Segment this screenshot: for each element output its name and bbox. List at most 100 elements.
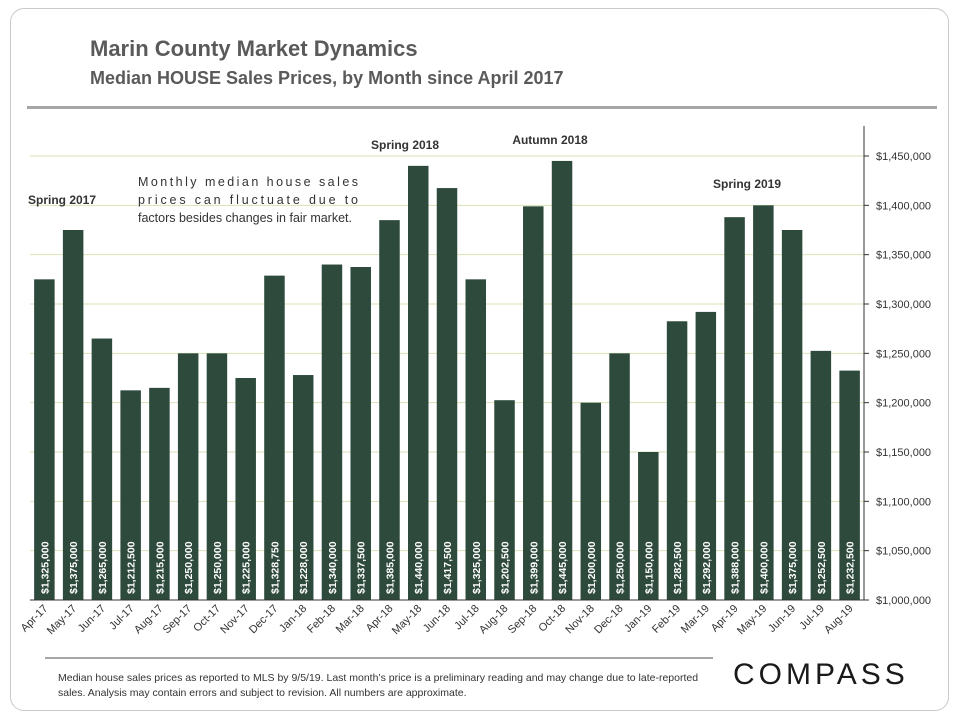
- x-tick-label: Jan-19: [622, 603, 654, 635]
- bar-data-label: $1,388,000: [730, 541, 742, 594]
- y-tick-label: $1,100,000: [876, 496, 931, 508]
- x-tick-label: Jun-18: [421, 603, 453, 635]
- season-annotation: Spring 2017: [28, 193, 96, 207]
- season-annotation: Spring 2019: [713, 177, 781, 191]
- bar: [177, 353, 199, 600]
- header-divider: [27, 106, 937, 109]
- bar-data-label: $1,445,000: [557, 541, 569, 594]
- x-tick-label: Nov-17: [218, 603, 252, 637]
- x-tick-label: Jun-17: [76, 603, 108, 635]
- chart-note: Monthly median house sales: [138, 175, 358, 189]
- bar-data-label: $1,252,500: [816, 541, 828, 594]
- bar-data-label: $1,202,500: [500, 541, 512, 594]
- y-tick-label: $1,200,000: [876, 398, 931, 410]
- bar: [753, 205, 774, 601]
- season-annotation: Spring 2018: [371, 138, 439, 152]
- season-annotation: Autumn 2018: [512, 133, 588, 147]
- bar: [695, 311, 717, 600]
- bar-data-label: $1,212,500: [126, 541, 138, 594]
- bar: [724, 217, 745, 600]
- bar-data-label: $1,440,000: [413, 541, 425, 594]
- x-tick-label: Feb-19: [650, 603, 683, 636]
- x-tick-label: Jan-18: [277, 603, 309, 635]
- bar: [350, 267, 371, 600]
- compass-logo: COMPASS: [733, 658, 909, 691]
- bar-data-label: $1,292,000: [701, 541, 713, 594]
- bar: [120, 390, 141, 600]
- y-tick-label: $1,300,000: [876, 299, 931, 311]
- bar: [638, 452, 659, 600]
- bar: [523, 206, 544, 600]
- bars: [34, 160, 860, 601]
- bar: [379, 220, 400, 600]
- bar: [149, 387, 170, 600]
- bar-data-label: $1,325,000: [471, 541, 483, 594]
- bar-data-label: $1,399,000: [528, 541, 540, 594]
- x-tick-label: Sep-18: [506, 603, 540, 637]
- x-tick-label: Nov-18: [563, 603, 597, 637]
- bar-data-label: $1,375,000: [787, 541, 799, 594]
- bar-data-label: $1,375,000: [68, 541, 80, 594]
- bar: [407, 165, 429, 600]
- slide-frame: [10, 8, 949, 711]
- x-tick-label: May-17: [45, 603, 79, 637]
- bar-data-label: $1,250,000: [183, 541, 195, 594]
- x-tick-label: Dec-18: [592, 603, 626, 637]
- y-tick-label: $1,250,000: [876, 348, 931, 360]
- x-tick-label: Oct-17: [191, 603, 223, 635]
- x-tick-label: Oct-18: [536, 603, 568, 635]
- y-tick-label: $1,350,000: [876, 250, 931, 262]
- bar-data-label: $1,328,750: [269, 541, 281, 594]
- bar-data-label: $1,200,000: [586, 541, 598, 594]
- bar: [321, 264, 343, 600]
- bar-data-label: $1,340,000: [327, 541, 339, 594]
- x-tick-label: May-18: [390, 603, 424, 637]
- axes: [30, 126, 869, 601]
- bar: [62, 230, 84, 600]
- x-tick-label: Jun-19: [766, 603, 798, 635]
- bar-data-label: $1,337,500: [356, 541, 368, 594]
- chart-note: prices can fluctuate due to: [138, 193, 358, 207]
- bar-data-label: $1,417,500: [442, 541, 454, 594]
- y-tick-label: $1,400,000: [876, 200, 931, 212]
- page-title: Marin County Market Dynamics: [90, 36, 418, 61]
- bar: [839, 370, 860, 600]
- bar: [436, 188, 458, 601]
- x-tick-label: Mar-18: [334, 603, 367, 636]
- x-tick-label: Sep-17: [161, 603, 195, 637]
- bar-data-label: $1,232,500: [845, 541, 857, 594]
- y-tick-label: $1,150,000: [876, 447, 931, 459]
- footnote: Median house sales prices as reported to…: [58, 672, 699, 699]
- bar: [551, 160, 573, 600]
- bar-data-label: $1,325,000: [39, 541, 51, 594]
- bar-data-label: $1,265,000: [97, 541, 109, 594]
- bar: [666, 321, 688, 600]
- x-tick-label: Mar-19: [679, 603, 712, 636]
- bar: [494, 400, 515, 600]
- bar: [264, 275, 285, 600]
- x-tick-label: Aug-19: [822, 603, 856, 637]
- bar-data-label: $1,282,500: [672, 541, 684, 594]
- x-tick-label: May-19: [735, 603, 769, 637]
- y-tick-label: $1,050,000: [876, 546, 931, 558]
- bar: [292, 375, 314, 600]
- bar-data-label: $1,228,000: [298, 541, 310, 594]
- bar: [34, 279, 55, 600]
- page-subtitle: Median HOUSE Sales Prices, by Month sinc…: [90, 68, 564, 88]
- bar: [580, 402, 602, 600]
- bar-data-label: $1,150,000: [643, 541, 655, 594]
- x-tick-label: Dec-17: [247, 603, 281, 637]
- x-tick-label: Aug-17: [132, 603, 166, 637]
- x-tick-label: Aug-18: [477, 603, 511, 637]
- bar: [91, 338, 113, 600]
- bar: [235, 378, 256, 600]
- bar: [609, 353, 630, 600]
- bar: [810, 350, 832, 600]
- bar-data-label: $1,250,000: [615, 541, 627, 594]
- bar-data-label: $1,215,000: [154, 541, 166, 594]
- y-tick-label: $1,450,000: [876, 151, 931, 163]
- bar: [465, 279, 487, 600]
- footer-divider: [45, 657, 713, 659]
- bar-data-label: $1,225,000: [241, 541, 253, 594]
- chart-note: factors besides changes in fair market.: [138, 211, 352, 225]
